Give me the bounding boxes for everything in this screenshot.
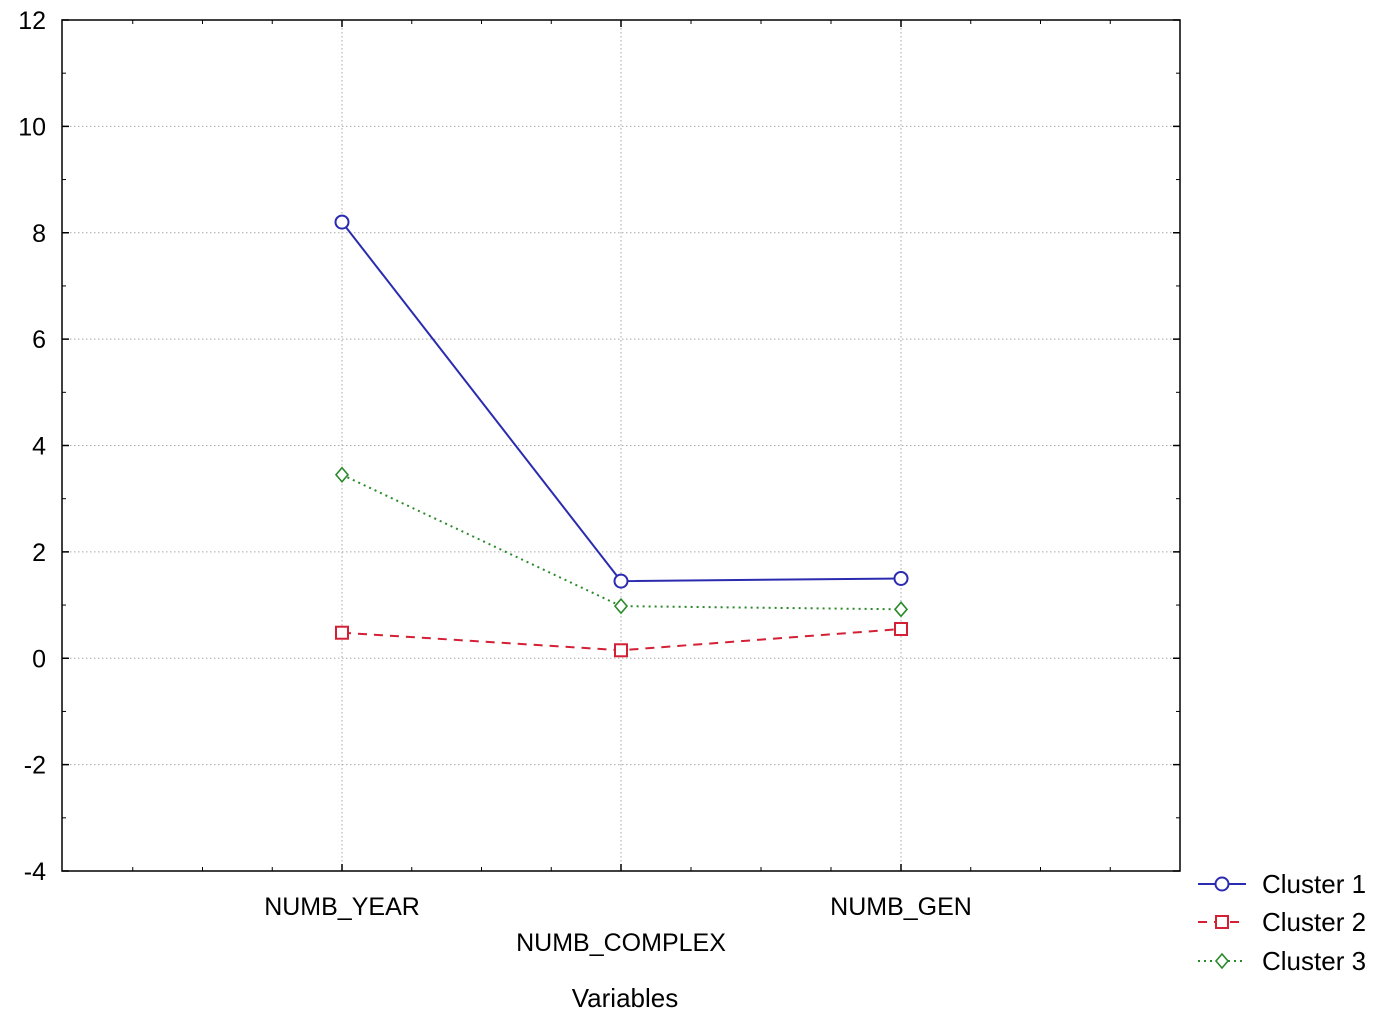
axis-ticks: 12 10 8 6 4 2 0 -2 -4 NUMB_YEAR NUMB_COMPLEX NUMB_G… bbox=[18, 7, 1180, 957]
legend: Cluster 1 Cluster 2 Cluster 3 bbox=[1198, 869, 1366, 976]
legend-entry: Cluster 1 bbox=[1198, 869, 1366, 899]
y-tick-label: -4 bbox=[24, 858, 46, 886]
y-tick-label: 12 bbox=[18, 7, 46, 35]
series-layer bbox=[334, 214, 909, 658]
data-point bbox=[894, 621, 908, 636]
legend-marker bbox=[1214, 952, 1230, 970]
series-line bbox=[341, 473, 902, 611]
data-point bbox=[893, 570, 909, 586]
data-point bbox=[613, 597, 629, 615]
legend-entry: Cluster 3 bbox=[1198, 946, 1366, 976]
legend-label: Cluster 1 bbox=[1262, 869, 1366, 899]
legend-marker bbox=[1214, 876, 1230, 892]
data-point bbox=[893, 601, 909, 618]
legend-label: Cluster 3 bbox=[1262, 946, 1366, 976]
data-point bbox=[334, 214, 350, 230]
legend-marker bbox=[1215, 915, 1229, 929]
y-tick-label: 10 bbox=[18, 113, 46, 141]
series-2 bbox=[335, 621, 908, 658]
data-point bbox=[613, 573, 629, 589]
y-tick-label: 8 bbox=[32, 220, 46, 248]
x-tick-label: NUMB_GEN bbox=[830, 893, 972, 921]
y-tick-label: 0 bbox=[32, 645, 46, 673]
y-tick-label: -2 bbox=[24, 752, 46, 780]
x-tick-label: NUMB_COMPLEX bbox=[516, 929, 726, 957]
y-tick-label: 2 bbox=[32, 539, 46, 567]
legend-entry: Cluster 2 bbox=[1198, 907, 1366, 937]
series-3 bbox=[334, 466, 909, 618]
y-tick-label: 6 bbox=[32, 326, 46, 354]
data-point bbox=[334, 466, 350, 483]
legend-label: Cluster 2 bbox=[1262, 907, 1366, 937]
data-point bbox=[614, 643, 628, 658]
data-point bbox=[335, 625, 349, 640]
grid-lines bbox=[62, 20, 1180, 871]
x-axis-title: Variables bbox=[572, 983, 678, 1013]
x-tick-label: NUMB_YEAR bbox=[264, 893, 420, 921]
y-tick-label: 4 bbox=[32, 433, 46, 461]
series-1 bbox=[334, 214, 909, 589]
